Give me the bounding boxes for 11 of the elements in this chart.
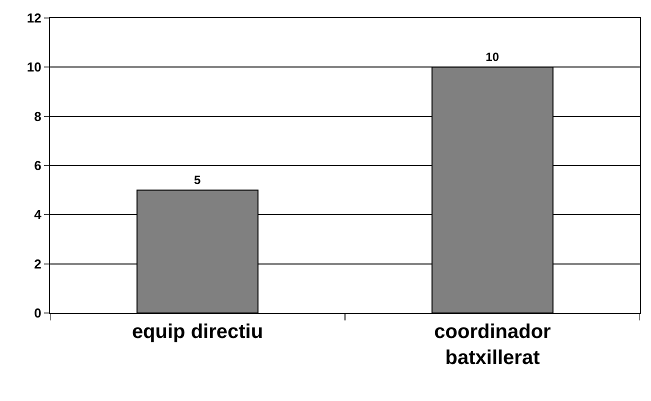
y-tick-label: 8 [34,108,42,124]
y-tick-label: 6 [34,158,42,174]
x-tick-label: coordinador batxillerat [434,321,552,369]
y-tick-label: 0 [34,306,42,321]
x-tick-label: equip directiu [132,321,264,343]
y-tick-label: 4 [34,207,42,222]
data-label: 10 [486,50,500,64]
data-label: 5 [194,173,202,188]
y-tick-label: 2 [34,256,42,272]
y-tick-label: 12 [26,10,42,26]
y-tick-label: 10 [26,60,42,75]
